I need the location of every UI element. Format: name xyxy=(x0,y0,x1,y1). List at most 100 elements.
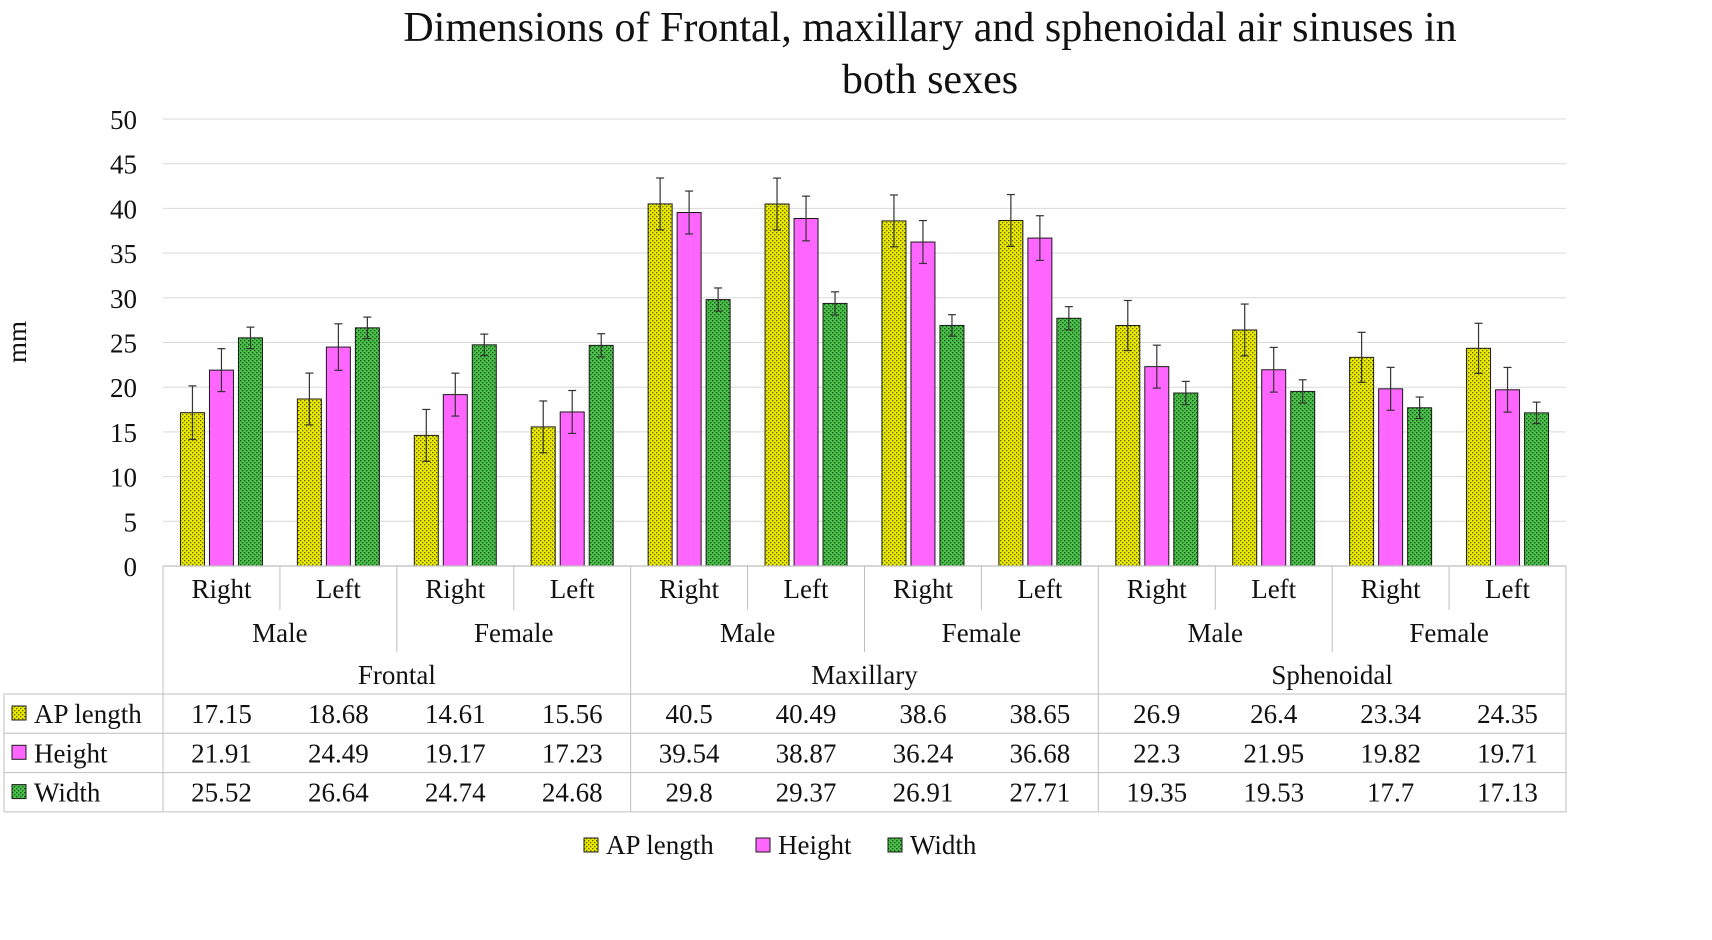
bar xyxy=(764,203,790,567)
bar xyxy=(1027,237,1053,567)
bar xyxy=(559,411,585,567)
sinus-group-label: Frontal xyxy=(358,660,436,690)
chart-title: Dimensions of Frontal, maxillary and sph… xyxy=(180,2,1680,106)
bar xyxy=(1232,329,1258,567)
table-cell: 38.87 xyxy=(776,738,837,768)
table-cell: 21.91 xyxy=(191,738,252,768)
bar xyxy=(1115,325,1141,567)
sex-group-label: Female xyxy=(474,618,553,648)
table-cell: 39.54 xyxy=(659,738,720,768)
bar xyxy=(354,327,380,567)
legend-swatch xyxy=(887,837,903,853)
table-cell: 17.7 xyxy=(1367,778,1414,808)
y-tick-label: 5 xyxy=(124,507,138,537)
bar xyxy=(1261,369,1287,567)
legend-label: Height xyxy=(778,830,852,860)
y-tick-label: 10 xyxy=(110,463,137,493)
bars xyxy=(179,177,1550,567)
x-tick-label: Left xyxy=(1485,574,1530,604)
table-cell: 26.4 xyxy=(1250,699,1298,729)
bar xyxy=(1173,392,1199,567)
bar xyxy=(1290,390,1316,567)
sex-group-label: Female xyxy=(1409,618,1488,648)
y-tick-label: 30 xyxy=(110,284,137,314)
legend-swatch xyxy=(583,837,599,853)
bar xyxy=(1524,412,1550,567)
y-tick-label: 15 xyxy=(110,418,137,448)
bar xyxy=(1056,317,1082,567)
x-tick-label: Right xyxy=(893,574,954,604)
x-tick-label: Right xyxy=(425,574,486,604)
chart-title-line-2: both sexes xyxy=(841,57,1019,103)
bar xyxy=(793,218,819,567)
bar xyxy=(998,219,1024,567)
table-cell: 24.49 xyxy=(308,738,369,768)
bar xyxy=(208,369,234,567)
bar xyxy=(588,344,614,567)
sinus-group-label: Maxillary xyxy=(811,660,918,690)
y-tick-label: 0 xyxy=(124,552,138,582)
x-tick-label: Left xyxy=(784,574,829,604)
table-series-swatch xyxy=(11,744,27,760)
legend-label: AP length xyxy=(606,830,714,860)
y-tick-label: 25 xyxy=(110,329,137,359)
legend: AP length Height Width xyxy=(583,830,977,860)
table-cell: 26.64 xyxy=(308,778,369,808)
table-cell: 19.35 xyxy=(1126,778,1187,808)
bar xyxy=(1407,407,1433,567)
table-cell: 15.56 xyxy=(542,699,603,729)
bar xyxy=(939,324,965,567)
table-cell: 18.68 xyxy=(308,699,369,729)
sinus-group-label: Sphenoidal xyxy=(1271,660,1393,690)
bar xyxy=(237,337,263,567)
sex-group-label: Male xyxy=(1188,618,1243,648)
table-cell: 17.15 xyxy=(191,699,252,729)
x-tick-label: Right xyxy=(1127,574,1188,604)
bar xyxy=(1466,347,1492,567)
y-tick-label: 45 xyxy=(110,150,137,180)
sex-group-label: Male xyxy=(252,618,307,648)
table-cell: 19.71 xyxy=(1477,738,1538,768)
table-cell: 19.53 xyxy=(1243,778,1304,808)
table-cell: 24.68 xyxy=(542,778,603,808)
sex-group-label: Female xyxy=(942,618,1021,648)
legend-label: Width xyxy=(910,830,977,860)
table-cell: 36.24 xyxy=(893,738,954,768)
bar xyxy=(676,212,702,567)
bar xyxy=(1495,389,1521,567)
table-cell: 27.71 xyxy=(1010,778,1071,808)
chart-title-line-1: Dimensions of Frontal, maxillary and sph… xyxy=(403,5,1457,51)
bar xyxy=(1349,356,1375,567)
table-cell: 22.3 xyxy=(1133,738,1180,768)
table-cell: 26.9 xyxy=(1133,699,1180,729)
table-cell: 24.35 xyxy=(1477,699,1538,729)
table-series-swatch xyxy=(11,784,27,800)
table-cell: 17.23 xyxy=(542,738,603,768)
bar xyxy=(442,394,468,567)
table-cell: 14.61 xyxy=(425,699,486,729)
x-tick-label: Left xyxy=(1251,574,1296,604)
data-table: AP length 17.15 18.68 14.61 15.56 40.5 40.49 38… xyxy=(3,566,1567,813)
table-cell: 19.17 xyxy=(425,738,486,768)
x-tick-label: Left xyxy=(1017,574,1062,604)
x-tick-label: Left xyxy=(316,574,361,604)
sex-group-label: Male xyxy=(720,618,775,648)
x-tick-label: Right xyxy=(1361,574,1422,604)
x-tick-label: Right xyxy=(191,574,252,604)
table-series-swatch xyxy=(11,705,27,721)
y-tick-label: 40 xyxy=(110,194,137,224)
table-cell: 24.74 xyxy=(425,778,486,808)
bar xyxy=(647,203,673,567)
table-cell: 40.49 xyxy=(776,699,837,729)
bar xyxy=(471,344,497,567)
table-cell: 29.8 xyxy=(666,778,713,808)
bar xyxy=(325,346,351,567)
table-cell: 17.13 xyxy=(1477,778,1538,808)
bar xyxy=(1144,366,1170,567)
y-tick-label: 35 xyxy=(110,239,137,269)
y-axis-title: mm xyxy=(2,321,32,363)
table-cell: 19.82 xyxy=(1360,738,1421,768)
y-tick-label: 50 xyxy=(110,105,137,135)
